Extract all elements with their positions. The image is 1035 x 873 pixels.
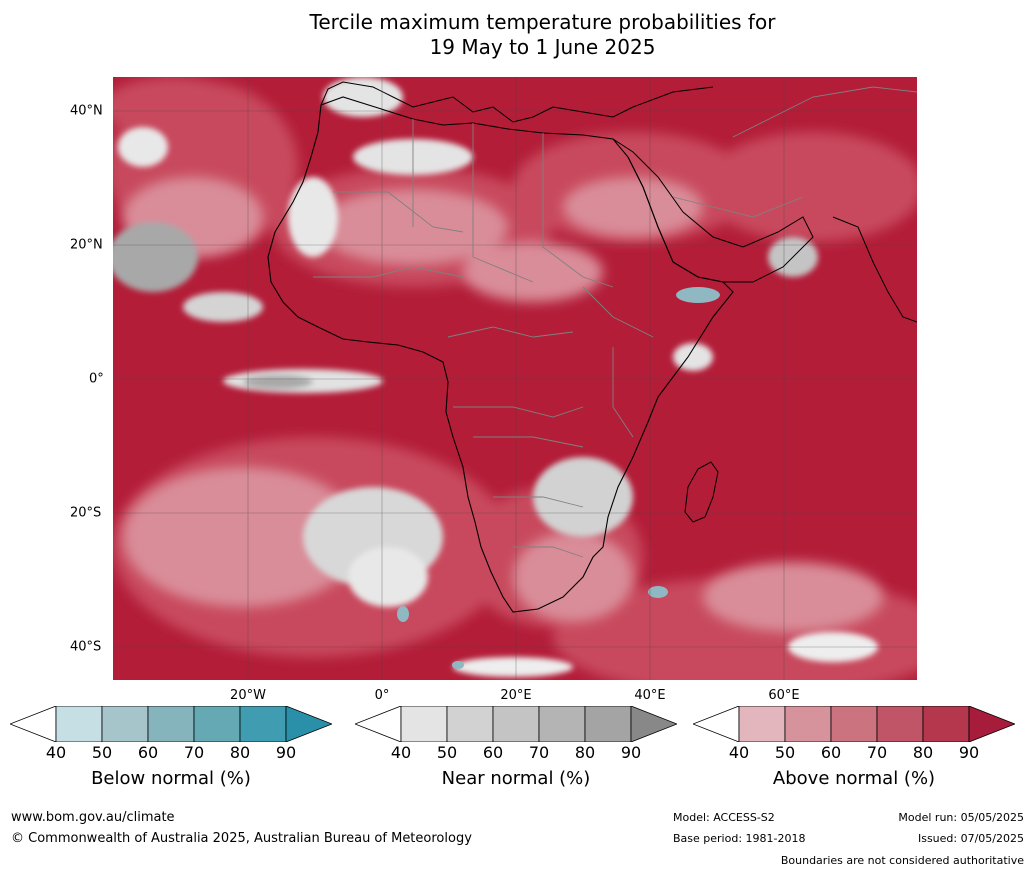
model-name: Model: ACCESS-S2 [673,811,775,824]
below-colorbar-min-extend [10,706,57,742]
below-tick-50: 50 [91,743,113,762]
above-colorbar-segment [738,706,786,742]
madagascar-coastline [684,461,719,523]
above-colorbar-segment [830,706,878,742]
issued-date: Issued: 07/05/2025 [917,832,1024,845]
europe-coastline [320,81,714,123]
below-colorbar-segment [239,706,287,742]
near-colorbar-segment [446,706,494,742]
above-tick-80: 80 [912,743,934,762]
near-tick-80: 80 [574,743,596,762]
below-colorbar-segment [147,706,195,742]
below-normal-title: Below normal (%) [91,768,251,789]
above-colorbar-segment [784,706,832,742]
near-colorbar-segment [400,706,448,742]
lat-label-40n: 40°N [70,103,103,119]
country-borders [313,86,917,558]
above-tick-50: 50 [774,743,796,762]
lat-label-equator: 0° [89,371,104,387]
near-normal-title: Near normal (%) [441,768,591,789]
below-tick-40: 40 [45,743,67,762]
arabia-coastline [612,138,814,283]
below-colorbar-max-extend [285,706,332,742]
below-colorbar-segment [101,706,149,742]
near-colorbar-segment [538,706,586,742]
boundaries-disclaimer: Boundaries are not considered authoritat… [780,854,1024,867]
below-tick-90: 90 [275,743,297,762]
above-colorbar-segment [876,706,924,742]
below-normal-zones [397,287,720,669]
above-tick-40: 40 [728,743,750,762]
above-colorbar-min-extend [693,706,740,742]
map-title-line1: Tercile maximum temperature probabilitie… [309,10,776,34]
lat-label-20s: 20°S [70,505,102,521]
near-tick-90: 90 [620,743,642,762]
below-colorbar-segment [55,706,103,742]
lon-label-20e: 20°E [500,688,532,703]
map-title: Tercile maximum temperature probabilitie… [0,10,1035,60]
near-tick-60: 60 [482,743,504,762]
india-coastline [832,216,917,323]
website-link[interactable]: www.bom.gov.au/climate [11,810,175,825]
forecast-map-svg [113,77,917,680]
lon-label-20w: 20°W [230,688,266,703]
graticule [113,77,917,680]
base-period: Base period: 1981-2018 [673,832,806,845]
near-normal-colorbar [355,706,677,742]
below-tick-60: 60 [137,743,159,762]
lon-label-0: 0° [374,688,390,703]
africa-coastline [267,96,734,613]
copyright-notice: © Commonwealth of Australia 2025, Austra… [11,831,472,846]
near-tick-40: 40 [390,743,412,762]
above-normal-title: Above normal (%) [772,768,936,789]
lon-label-40e: 40°E [634,688,666,703]
above-normal-colorbar [693,706,1015,742]
below-tick-70: 70 [183,743,205,762]
lon-label-60e: 60°E [768,688,800,703]
lat-label-40s: 40°S [70,639,102,655]
model-run-date: Model run: 05/05/2025 [898,811,1024,824]
lat-label-20n: 20°N [70,237,103,253]
near-colorbar-segment [492,706,540,742]
above-tick-70: 70 [866,743,888,762]
above-colorbar-max-extend [968,706,1015,742]
near-colorbar-max-extend [630,706,677,742]
above-tick-60: 60 [820,743,842,762]
above-tick-90: 90 [958,743,980,762]
below-normal-colorbar [10,706,332,742]
map-title-line2: 19 May to 1 June 2025 [429,35,656,59]
below-colorbar-segment [193,706,241,742]
near-colorbar-segment [584,706,632,742]
near-tick-70: 70 [528,743,550,762]
near-tick-50: 50 [436,743,458,762]
forecast-map [113,77,917,680]
near-colorbar-min-extend [355,706,402,742]
above-colorbar-segment [922,706,970,742]
below-tick-80: 80 [229,743,251,762]
